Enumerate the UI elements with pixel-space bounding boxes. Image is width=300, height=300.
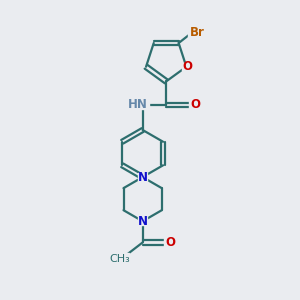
Bar — [189, 101, 197, 109]
Bar — [133, 101, 149, 109]
Bar — [138, 217, 147, 225]
Text: HN: HN — [128, 98, 148, 111]
Text: Br: Br — [190, 26, 205, 39]
Bar — [138, 173, 147, 181]
Bar — [112, 253, 129, 262]
Text: N: N — [138, 171, 148, 184]
Text: N: N — [138, 215, 148, 228]
Text: CH₃: CH₃ — [110, 254, 130, 264]
Bar — [188, 29, 201, 38]
Bar — [182, 63, 190, 71]
Text: O: O — [165, 236, 175, 249]
Bar — [164, 238, 172, 247]
Text: O: O — [183, 60, 193, 73]
Text: O: O — [190, 98, 200, 111]
